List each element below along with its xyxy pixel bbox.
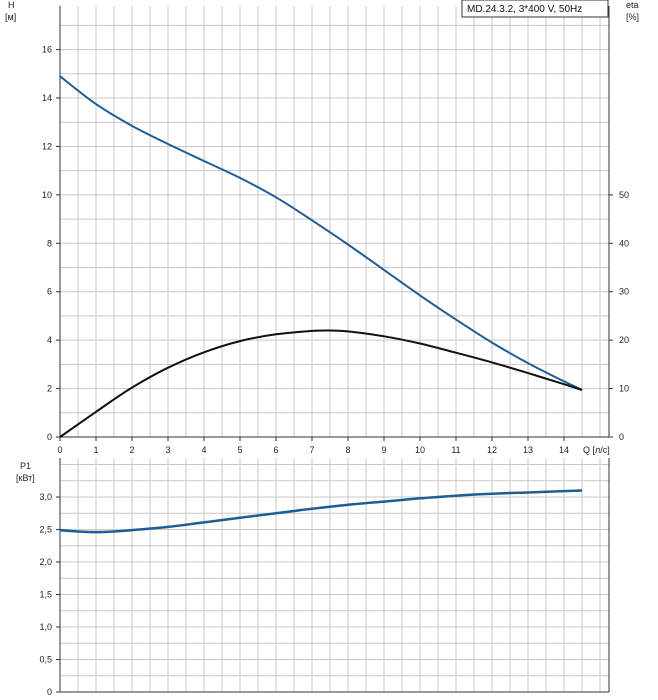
flow-tick-label: 12 xyxy=(487,445,497,455)
flow-tick-label: 14 xyxy=(559,445,569,455)
flow-tick-label: 13 xyxy=(523,445,533,455)
power-tick-label: 0 xyxy=(47,687,52,697)
flow-tick-label: 10 xyxy=(415,445,425,455)
flow-tick-labels: 0 1 2 3 4 5 6 7 8 9 10 11 12 13 14 xyxy=(57,437,569,455)
efficiency-curve-line xyxy=(59,329,583,438)
head-tick-label: 0 xyxy=(47,432,52,442)
flow-tick-label: 5 xyxy=(237,445,242,455)
eta-tick-label: 30 xyxy=(619,287,629,297)
head-tick-label: 12 xyxy=(42,141,52,151)
flow-tick-label: 8 xyxy=(345,445,350,455)
flow-tick-label: 2 xyxy=(129,445,134,455)
flow-tick-label: 1 xyxy=(93,445,98,455)
power-curve-line xyxy=(59,489,583,534)
eta-tick-label: 40 xyxy=(619,238,629,248)
power-tick-label: 2,0 xyxy=(39,557,52,567)
eta-tick-label: 0 xyxy=(619,432,624,442)
flow-tick-label: 9 xyxy=(381,445,386,455)
head-tick-label: 14 xyxy=(42,93,52,103)
eta-tick-label: 20 xyxy=(619,335,629,345)
flow-tick-label: 4 xyxy=(201,445,206,455)
legend-text: MD.24.3.2, 3*400 V, 50Hz xyxy=(467,4,582,15)
bottom-gridlines xyxy=(60,458,609,692)
head-curve-line xyxy=(59,75,583,391)
head-tick-label: 4 xyxy=(47,335,52,345)
power-axis-unit: [кВт] xyxy=(16,473,35,483)
head-tick-labels: 0 2 4 6 8 10 12 14 16 xyxy=(42,45,60,442)
flow-axis-label: Q [л/с] xyxy=(583,445,610,455)
power-tick-label: 2,5 xyxy=(39,525,52,535)
power-tick-label: 0,5 xyxy=(39,655,52,665)
eta-tick-label: 10 xyxy=(619,384,629,394)
flow-tick-label: 6 xyxy=(273,445,278,455)
power-axis-label: P1 xyxy=(20,461,31,471)
flow-tick-label: 7 xyxy=(309,445,314,455)
head-tick-label: 6 xyxy=(47,287,52,297)
legend-box xyxy=(461,0,609,18)
top-gridlines xyxy=(60,6,609,437)
power-tick-label: 3,0 xyxy=(39,492,52,502)
head-axis-unit: [м] xyxy=(5,12,16,22)
head-tick-label: 16 xyxy=(42,45,52,55)
head-tick-label: 8 xyxy=(47,238,52,248)
eta-axis-label: eta xyxy=(626,0,639,10)
power-tick-labels: 0 0,5 1,0 1,5 2,0 2,5 3,0 xyxy=(39,492,60,697)
flow-tick-label: 3 xyxy=(165,445,170,455)
flow-tick-label: 11 xyxy=(451,445,460,455)
flow-tick-label: 0 xyxy=(57,445,62,455)
power-tick-label: 1,5 xyxy=(39,590,52,600)
head-tick-label: 2 xyxy=(47,384,52,394)
head-axis-label: H xyxy=(8,0,15,10)
head-tick-label: 10 xyxy=(42,190,52,200)
power-tick-label: 1,0 xyxy=(39,622,52,632)
eta-axis-unit: [%] xyxy=(626,12,639,22)
eta-tick-label: 50 xyxy=(619,190,629,200)
eta-tick-labels: 0 10 20 30 40 50 xyxy=(609,190,629,442)
